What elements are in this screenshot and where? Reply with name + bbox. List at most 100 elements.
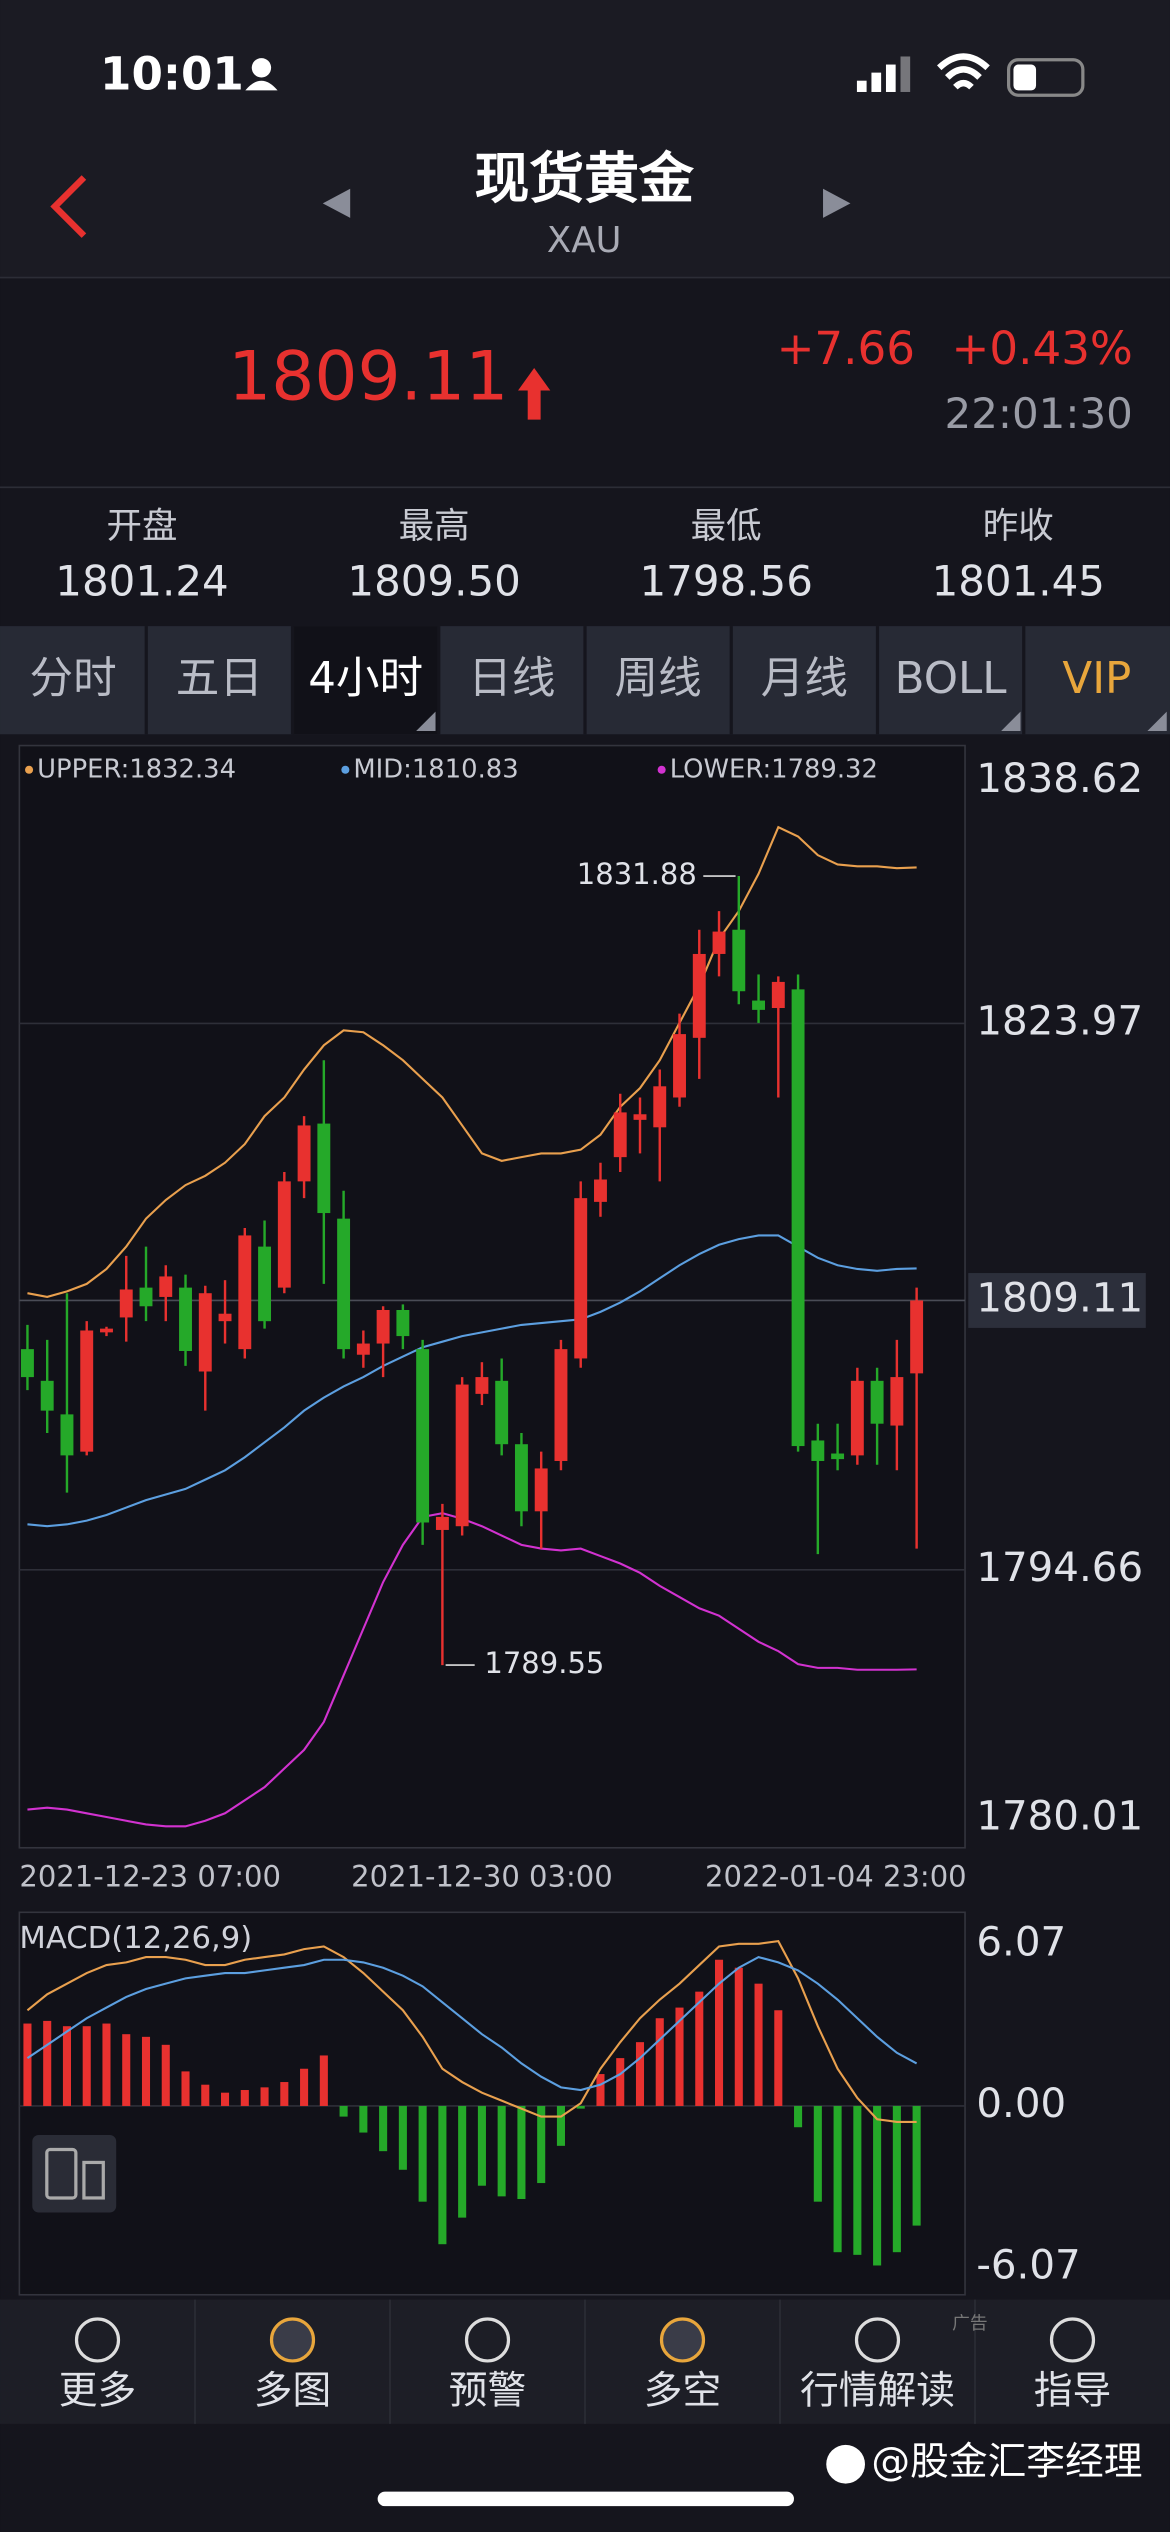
x-tick-label: 2021-12-23 07:00 xyxy=(19,1859,281,1893)
tab[interactable]: 4小时 xyxy=(308,654,423,704)
macd-bar xyxy=(734,1967,743,2106)
macd-title: MACD(12,26,9) xyxy=(19,1921,252,1956)
nav-label[interactable]: 指导 xyxy=(1034,2369,1111,2414)
macd-bar xyxy=(161,2044,170,2106)
stat-value: 1801.24 xyxy=(55,557,228,606)
stat-label: 昨收 xyxy=(983,506,1054,547)
change-pct: +0.43% xyxy=(952,322,1133,375)
person-icon xyxy=(251,58,272,78)
y-tick-label: 1823.97 xyxy=(976,997,1143,1044)
ad-label: 广告 xyxy=(952,2313,988,2334)
stat-value: 1809.50 xyxy=(347,557,520,606)
candle-body xyxy=(673,1034,686,1098)
stat-value: 1798.56 xyxy=(639,557,812,606)
candle-body xyxy=(910,1300,924,1374)
candle-body xyxy=(159,1276,173,1297)
macd-bar xyxy=(675,2007,684,2106)
home-indicator xyxy=(377,2491,794,2507)
next-button[interactable] xyxy=(823,188,851,218)
candle-body xyxy=(119,1289,133,1318)
nav-label[interactable]: 多空 xyxy=(644,2369,721,2414)
candle-body xyxy=(771,981,785,1009)
candle-body xyxy=(277,1181,291,1288)
signal-icon xyxy=(856,56,911,92)
macd-bar xyxy=(319,2055,328,2106)
macd-bar xyxy=(82,2026,91,2106)
candle-body xyxy=(218,1313,232,1322)
y-tick-label: 1780.01 xyxy=(976,1793,1143,1840)
candle-body xyxy=(514,1444,528,1512)
candle-body xyxy=(574,1198,588,1359)
tabs: 分时 五日 4小时 日线 周线 月线 BOLL VIP xyxy=(30,626,1167,735)
nav-icon xyxy=(854,2317,901,2363)
macd-bar xyxy=(537,2105,546,2184)
macd-bar xyxy=(398,2105,407,2170)
indicator-line xyxy=(26,1955,918,2092)
macd-bar xyxy=(576,2105,585,2109)
watermark-icon xyxy=(826,2444,865,2484)
prev-button[interactable] xyxy=(322,188,351,218)
nav-icon xyxy=(269,2317,316,2363)
macd-bar xyxy=(833,2105,842,2253)
tab[interactable]: 日线 xyxy=(468,654,555,704)
macd-bar xyxy=(774,2010,783,2106)
macd-bar xyxy=(912,2105,921,2226)
candle-body xyxy=(890,1377,904,1426)
y-tick-label: 1794.66 xyxy=(976,1544,1143,1591)
candle-body xyxy=(712,931,726,954)
candle-body xyxy=(613,1112,627,1158)
indicator-line xyxy=(27,1234,917,1528)
macd-bar xyxy=(359,2105,368,2133)
title: 现货黄金 xyxy=(474,146,694,210)
candle-body xyxy=(238,1235,252,1350)
tab[interactable]: 周线 xyxy=(615,654,702,704)
x-tick-label: 2022-01-04 23:00 xyxy=(705,1859,967,1893)
macd-bar xyxy=(280,2082,289,2106)
nav-label[interactable]: 多图 xyxy=(254,2369,331,2414)
charts: 1838.62 1823.97 1809.11 1794.66 1780.01 2021-… xyxy=(19,754,1146,2288)
x-tick-label: 2021-12-30 03:00 xyxy=(351,1859,613,1893)
indicator-line xyxy=(26,1939,917,2123)
y-tick-label: -6.07 xyxy=(976,2241,1080,2288)
legend-label: MID:1810.83 xyxy=(353,754,518,784)
macd-bar xyxy=(221,2092,230,2106)
candle-body xyxy=(831,1453,845,1460)
nav-label[interactable]: 更多 xyxy=(59,2369,136,2414)
macd-bar xyxy=(655,2018,664,2106)
candle-body xyxy=(495,1380,509,1445)
nav-label[interactable]: 预警 xyxy=(449,2369,526,2414)
up-arrow xyxy=(518,367,551,420)
y-tick-label: 1809.11 xyxy=(976,1274,1143,1321)
candle-body xyxy=(692,953,706,1038)
battery-icon xyxy=(1007,58,1085,97)
indicator-line xyxy=(27,1512,917,1828)
nav-label[interactable]: 行情解读 xyxy=(800,2369,955,2414)
macd-bar xyxy=(794,2105,803,2128)
tab[interactable]: 月线 xyxy=(761,654,848,704)
tab[interactable]: BOLL xyxy=(895,654,1008,704)
watermark: @股金汇李经理 xyxy=(871,2440,1142,2485)
toggle-icon xyxy=(82,2160,105,2200)
change: +7.66 xyxy=(777,322,915,375)
macd-bar xyxy=(418,2105,427,2202)
candle-body xyxy=(455,1384,469,1527)
macd-bar xyxy=(43,2020,52,2106)
tab[interactable]: 分时 xyxy=(30,654,117,704)
macd-bar xyxy=(438,2105,447,2245)
candle-body xyxy=(534,1468,548,1512)
symbol: XAU xyxy=(547,220,622,261)
macd-bar xyxy=(23,2023,32,2106)
macd-bar xyxy=(754,1983,763,2106)
tab-active-bg xyxy=(292,626,439,735)
wifi-icon xyxy=(937,53,990,90)
macd-bar xyxy=(596,2074,605,2106)
macd-bar xyxy=(300,2068,309,2106)
candle-body xyxy=(633,1114,647,1120)
back-button[interactable] xyxy=(50,175,87,238)
candle-body xyxy=(416,1349,430,1523)
tab[interactable]: 五日 xyxy=(176,654,263,704)
macd-bar xyxy=(240,2090,249,2106)
candle-body xyxy=(435,1516,449,1530)
candle-body xyxy=(653,1086,667,1128)
tab[interactable]: VIP xyxy=(1062,654,1131,704)
